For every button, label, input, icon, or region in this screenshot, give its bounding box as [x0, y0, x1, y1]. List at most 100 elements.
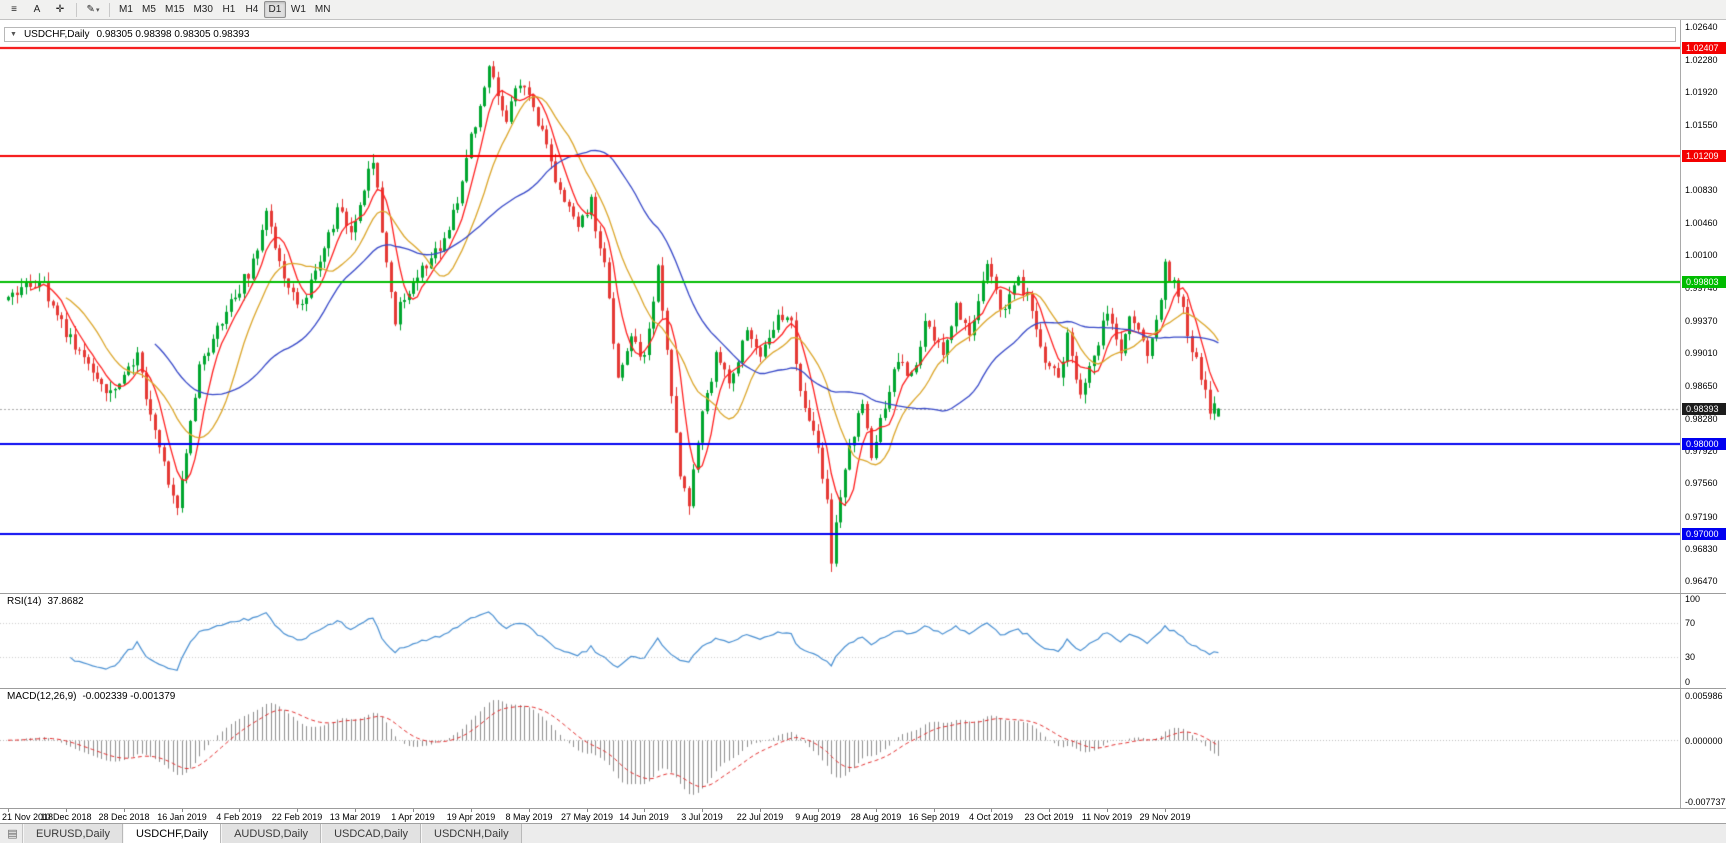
- date-axis-label: 14 Jun 2019: [619, 812, 669, 822]
- tab-usdcad-daily[interactable]: USDCAD,Daily: [321, 824, 422, 843]
- date-tick: [934, 809, 935, 812]
- tab-audusd-daily[interactable]: AUDUSD,Daily: [221, 824, 322, 843]
- date-tick: [182, 809, 183, 812]
- toolbar-separator: [109, 2, 110, 17]
- date-tick: [1165, 809, 1166, 812]
- date-tick: [876, 809, 877, 812]
- pencil-icon: ✎: [86, 4, 95, 15]
- date-axis-label: 3 Jul 2019: [681, 812, 723, 822]
- price-level-badge: 0.98000: [1682, 437, 1726, 450]
- date-axis-label: 9 Aug 2019: [795, 812, 841, 822]
- timeframe-button-mn[interactable]: MN: [314, 4, 331, 15]
- timeframe-button-m30[interactable]: M30: [193, 4, 213, 15]
- date-axis[interactable]: 21 Nov 2018 10 Dec 2018 28 Dec 2018 16 Jan …: [0, 808, 1726, 823]
- macd-canvas[interactable]: [0, 689, 1680, 808]
- macd-values: -0.002339 -0.001379: [82, 691, 176, 702]
- price-axis-label: 1.00460: [1685, 217, 1718, 228]
- date-tick: [355, 809, 356, 812]
- chevron-down-icon: ▾: [95, 6, 100, 14]
- date-tick: [66, 809, 67, 812]
- price-axis-label: 1.02640: [1685, 22, 1718, 33]
- tab-list-icon[interactable]: ▤: [3, 824, 23, 843]
- price-level-badge: 1.02407: [1682, 42, 1726, 55]
- date-tick: [644, 809, 645, 812]
- tab-strip: EURUSD,Daily USDCHF,Daily AUDUSD,Daily USDC…: [23, 824, 522, 843]
- price-axis-label: 0.96830: [1685, 543, 1718, 554]
- date-tick: [587, 809, 588, 812]
- rsi-value: 37.8682: [47, 596, 84, 607]
- macd-axis-label: 0.005986: [1685, 691, 1723, 701]
- timeframe-button-d1[interactable]: D1: [263, 1, 286, 18]
- date-axis-label: 21 Nov 2018: [2, 812, 54, 822]
- price-level-badge: 0.97000: [1682, 527, 1726, 540]
- macd-panel[interactable]: MACD(12,26,9) -0.002339 -0.001379 0.0059…: [0, 688, 1726, 808]
- rsi-axis: 100 70 30 0: [1680, 594, 1726, 688]
- price-axis[interactable]: 1.026401.022801.019201.015501.011901.008…: [1680, 20, 1726, 593]
- tab-usdchf-daily[interactable]: USDCHF,Daily: [122, 824, 222, 843]
- date-tick: [818, 809, 819, 812]
- rsi-name: RSI(14): [7, 596, 42, 607]
- price-axis-label: 1.00100: [1685, 250, 1718, 261]
- date-axis-label: 4 Feb 2019: [216, 812, 262, 822]
- chart-ohlc-values: 0.98305 0.98398 0.98305 0.98393: [96, 29, 250, 40]
- price-level-badge: 1.01209: [1682, 149, 1726, 162]
- price-axis-label: 0.96470: [1685, 576, 1718, 587]
- timeframe-button-m5[interactable]: M5: [142, 4, 156, 15]
- timeframe-button-h4[interactable]: H4: [245, 4, 259, 15]
- price-chart-panel[interactable]: ▼ USDCHF,Daily 0.98305 0.98398 0.98305 0…: [0, 20, 1726, 593]
- date-axis-label: 11 Nov 2019: [1081, 812, 1133, 822]
- chart-tab-bar: ▤ EURUSD,Daily USDCHF,Daily AUDUSD,Daily US…: [0, 823, 1726, 843]
- chart-menu-icon[interactable]: ≡: [11, 4, 17, 15]
- timeframe-button-m1[interactable]: M1: [119, 4, 133, 15]
- chart-symbol-label: USDCHF,Daily: [23, 29, 90, 40]
- price-axis-label: 0.99370: [1685, 315, 1718, 326]
- price-axis-label: 0.97560: [1685, 478, 1718, 489]
- rsi-panel[interactable]: RSI(14) 37.8682 100 70 30 0: [0, 593, 1726, 688]
- current-price-badge: 0.98393: [1682, 402, 1726, 415]
- price-axis-label: 1.02280: [1685, 54, 1718, 65]
- price-axis-label: 0.97920: [1685, 446, 1718, 457]
- date-tick: [991, 809, 992, 812]
- timeframe-button-h1[interactable]: H1: [222, 4, 236, 15]
- tab-eurusd-daily[interactable]: EURUSD,Daily: [23, 824, 123, 843]
- rsi-canvas[interactable]: [0, 594, 1680, 688]
- date-tick: [1049, 809, 1050, 812]
- price-axis-label: 0.98650: [1685, 380, 1718, 391]
- collapse-arrow-icon[interactable]: ▼: [10, 31, 17, 38]
- timeframe-button-w1[interactable]: W1: [290, 4, 306, 15]
- date-tick: [702, 809, 703, 812]
- price-axis-label: 0.99010: [1685, 348, 1718, 359]
- date-tick: [760, 809, 761, 812]
- chart-title-bar: ▼ USDCHF,Daily 0.98305 0.98398 0.98305 0…: [4, 27, 1676, 42]
- date-tick: [471, 809, 472, 812]
- macd-name: MACD(12,26,9): [7, 691, 77, 702]
- text-tool-button[interactable]: A: [33, 4, 41, 15]
- candlestick-chart-canvas[interactable]: [0, 20, 1680, 593]
- date-tick: [297, 809, 298, 812]
- macd-indicator-label: MACD(12,26,9) -0.002339 -0.001379: [7, 691, 175, 702]
- date-axis-label: 13 Mar 2019: [329, 812, 381, 822]
- date-axis-label: 29 Nov 2019: [1139, 812, 1191, 822]
- date-tick: [239, 809, 240, 812]
- date-axis-label: 16 Jan 2019: [157, 812, 207, 822]
- timeframe-toolbar: M1 M5 M15 M30 H1 H4 D1 W1 MN: [115, 1, 334, 18]
- date-tick: [8, 809, 9, 812]
- tab-usdcnh-daily[interactable]: USDCNH,Daily: [421, 824, 522, 843]
- macd-axis: 0.005986 0.000000 -0.007737: [1680, 689, 1726, 808]
- date-axis-label: 10 Dec 2018: [40, 812, 92, 822]
- date-axis-label: 19 Apr 2019: [446, 812, 496, 822]
- toolbar: ≡ A ✛ ✎ ▾ M1 M5 M15 M30 H1 H4 D1 W1 MN: [0, 0, 1726, 20]
- timeframe-button-m15[interactable]: M15: [165, 4, 185, 15]
- toolbar-separator: [76, 2, 77, 17]
- price-axis-label: 0.97190: [1685, 511, 1718, 522]
- date-axis-label: 28 Dec 2018: [98, 812, 150, 822]
- date-axis-label: 28 Aug 2019: [850, 812, 902, 822]
- price-level-badge: 0.99803: [1682, 275, 1726, 288]
- date-tick: [1107, 809, 1108, 812]
- crosshair-icon[interactable]: ✛: [55, 4, 65, 15]
- date-axis-label: 22 Jul 2019: [736, 812, 784, 822]
- draw-tools-button[interactable]: ✎ ▾: [82, 1, 104, 18]
- rsi-axis-label: 30: [1685, 651, 1696, 662]
- date-tick: [124, 809, 125, 812]
- date-axis-label: 16 Sep 2019: [908, 812, 960, 822]
